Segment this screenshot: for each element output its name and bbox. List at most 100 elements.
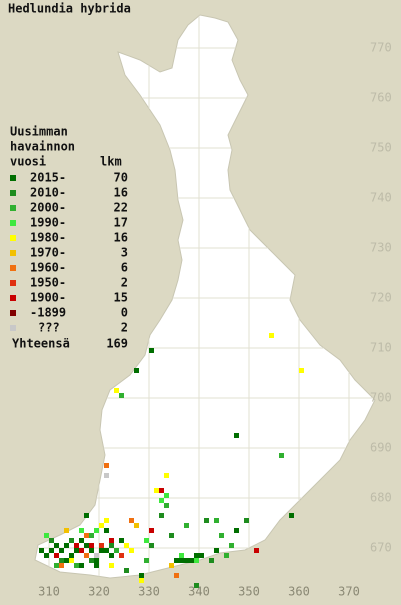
observation-square	[49, 538, 54, 543]
legend-count: 22	[114, 201, 128, 215]
observation-square	[159, 513, 164, 518]
observation-square	[74, 548, 79, 553]
legend-count: 0	[121, 306, 128, 320]
observation-square	[99, 548, 104, 553]
legend-count: 2	[121, 276, 128, 290]
observation-square	[44, 533, 49, 538]
observation-square	[114, 548, 119, 553]
observation-square	[119, 393, 124, 398]
observation-square	[104, 548, 109, 553]
legend-label: 1980-	[30, 231, 66, 245]
y-label: 720	[370, 291, 392, 305]
x-label: 370	[338, 585, 360, 599]
y-label: 670	[370, 541, 392, 555]
legend-label: 1950-	[30, 276, 66, 290]
observation-square	[74, 543, 79, 548]
observation-square	[194, 558, 199, 563]
observation-square	[104, 528, 109, 533]
legend-swatch	[10, 310, 16, 316]
legend-swatch	[10, 265, 16, 271]
observation-square	[84, 533, 89, 538]
observation-square	[39, 548, 44, 553]
legend-label: -1899	[30, 306, 66, 320]
observation-square	[159, 488, 164, 493]
observation-square	[199, 553, 204, 558]
legend-label: 1970-	[30, 246, 66, 260]
y-label: 770	[370, 41, 392, 55]
y-label: 690	[370, 441, 392, 455]
legend-count-header: lkm	[100, 155, 122, 169]
observation-square	[59, 548, 64, 553]
observation-square	[279, 453, 284, 458]
legend-count: 2	[121, 321, 128, 335]
legend-label: 1900-	[30, 291, 66, 305]
observation-square	[184, 523, 189, 528]
observation-square	[189, 558, 194, 563]
observation-square	[74, 563, 79, 568]
observation-square	[289, 513, 294, 518]
legend-count: 17	[114, 216, 128, 230]
observation-square	[54, 563, 59, 568]
observation-square	[109, 543, 114, 548]
observation-square	[134, 523, 139, 528]
observation-square	[234, 433, 239, 438]
observation-square	[79, 528, 84, 533]
observation-square	[64, 528, 69, 533]
observation-square	[104, 463, 109, 468]
y-label: 700	[370, 391, 392, 405]
legend-header: havainnon	[10, 140, 75, 154]
observation-square	[119, 553, 124, 558]
observation-square	[174, 573, 179, 578]
x-label: 360	[288, 585, 310, 599]
observation-square	[84, 553, 89, 558]
observation-square	[139, 573, 144, 578]
observation-square	[44, 553, 49, 558]
legend-swatch	[10, 295, 16, 301]
observation-square	[229, 543, 234, 548]
observation-square	[164, 473, 169, 478]
observation-square	[184, 558, 189, 563]
observation-square	[179, 553, 184, 558]
observation-square	[64, 543, 69, 548]
observation-square	[109, 553, 114, 558]
legend-swatch	[10, 325, 16, 331]
legend-count: 16	[114, 231, 128, 245]
observation-square	[149, 348, 154, 353]
legend-swatch	[10, 190, 16, 196]
land	[34, 14, 376, 579]
observation-square	[224, 553, 229, 558]
observation-square	[214, 548, 219, 553]
observation-square	[244, 518, 249, 523]
observation-square	[269, 333, 274, 338]
observation-square	[299, 368, 304, 373]
observation-square	[169, 563, 174, 568]
observation-square	[69, 558, 74, 563]
legend-header: Uusimman	[10, 125, 68, 139]
observation-square	[99, 543, 104, 548]
observation-square	[164, 493, 169, 498]
observation-square	[69, 538, 74, 543]
x-label: 320	[88, 585, 110, 599]
x-label: 330	[138, 585, 160, 599]
observation-square	[149, 543, 154, 548]
observation-square	[194, 583, 199, 588]
legend-count: 70	[114, 171, 128, 185]
observation-square	[59, 563, 64, 568]
observation-square	[134, 368, 139, 373]
observation-square	[84, 543, 89, 548]
legend-swatch	[10, 250, 16, 256]
observation-square	[99, 523, 104, 528]
observation-square	[214, 518, 219, 523]
observation-square	[79, 538, 84, 543]
legend-count: 16	[114, 186, 128, 200]
observation-square	[79, 548, 84, 553]
observation-square	[204, 518, 209, 523]
observations	[39, 333, 304, 588]
legend-label: ???	[38, 321, 60, 335]
observation-square	[84, 513, 89, 518]
observation-square	[64, 558, 69, 563]
observation-square	[139, 578, 144, 583]
observation-square	[144, 558, 149, 563]
